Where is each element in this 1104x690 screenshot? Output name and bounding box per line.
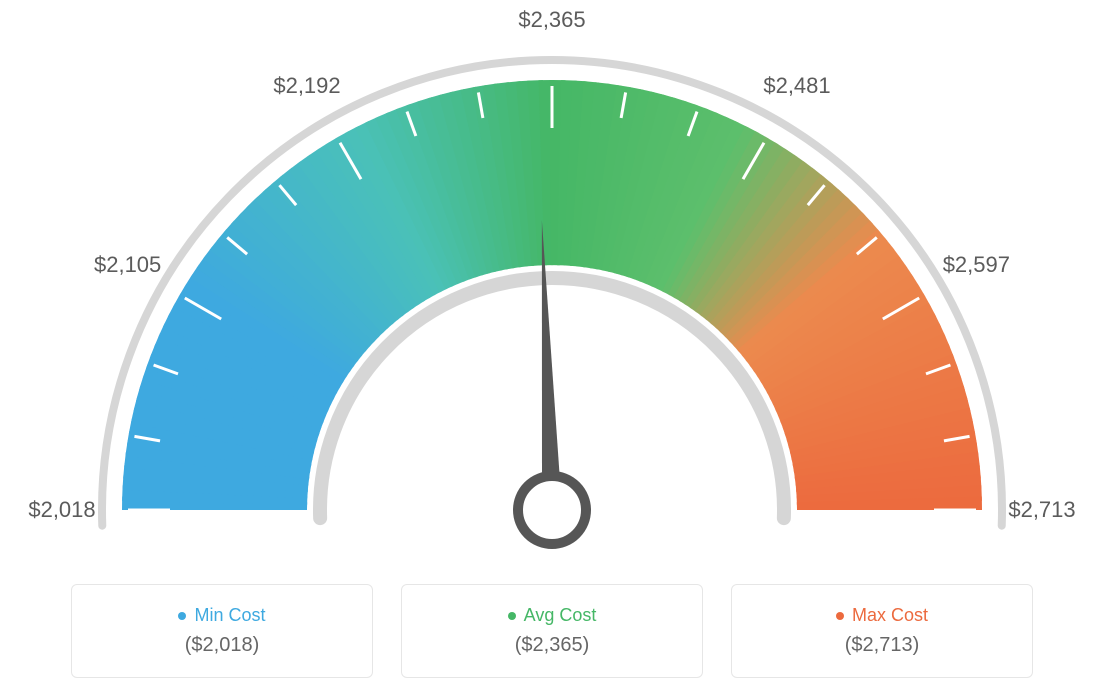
gauge-tick-label: $2,105 (94, 252, 161, 278)
gauge-tick-label: $2,365 (518, 7, 585, 33)
gauge-tick-label: $2,597 (943, 252, 1010, 278)
legend-value-avg: ($2,365) (515, 634, 590, 657)
legend-label-min: Min Cost (194, 605, 265, 626)
legend-card-min: Min Cost ($2,018) (71, 584, 373, 678)
gauge-tick-label: $2,713 (1008, 497, 1075, 523)
legend-dot-icon (836, 612, 844, 620)
legend-label-max: Max Cost (852, 605, 928, 626)
legend-card-avg: Avg Cost ($2,365) (401, 584, 703, 678)
gauge-tick-label: $2,192 (273, 73, 340, 99)
legend-value-min: ($2,018) (185, 634, 260, 657)
legend-card-max: Max Cost ($2,713) (731, 584, 1033, 678)
legend-row: Min Cost ($2,018) Avg Cost ($2,365) Max … (71, 584, 1033, 678)
gauge-chart: $2,018 $2,105 $2,192 $2,365 $2,481 $2,597 $2,7… (0, 0, 1104, 560)
legend-dot-icon (178, 612, 186, 620)
gauge-tick-label: $2,481 (763, 73, 830, 99)
legend-label-avg: Avg Cost (524, 605, 597, 626)
legend-dot-icon (508, 612, 516, 620)
legend-value-max: ($2,713) (845, 634, 920, 657)
gauge-tick-label: $2,018 (28, 497, 95, 523)
